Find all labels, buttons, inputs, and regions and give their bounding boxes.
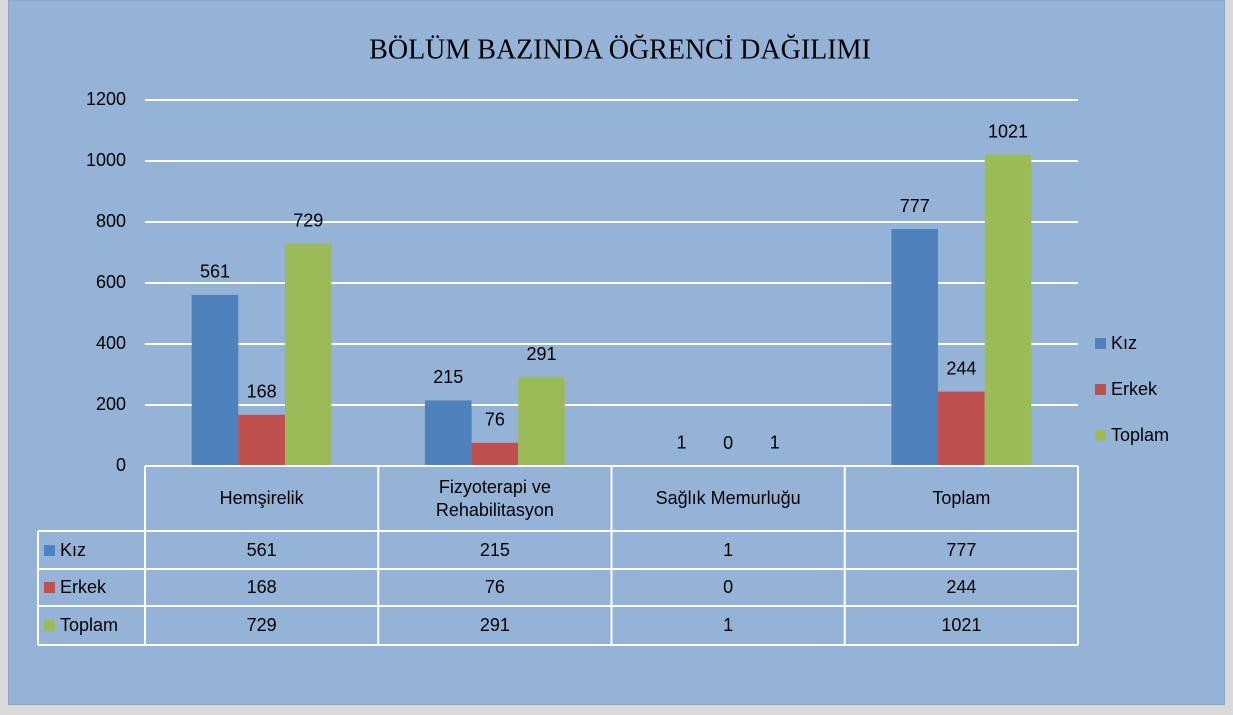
table-cell: 168 [246,577,277,598]
data-label: 1 [770,432,780,452]
bar [424,400,472,466]
legend-label: Kız [1111,333,1137,353]
table-row-head: Erkek [38,569,145,606]
table-row-head: Kız [38,531,145,569]
y-tick-label: 800 [96,211,126,231]
legend-swatch [1095,338,1106,349]
table-cell: 291 [479,615,510,636]
bar [984,154,1032,466]
table-cell: 1 [723,539,734,560]
table-cell: 215 [479,539,510,560]
series-name: Toplam [60,615,119,636]
table-row-head: Toplam [38,606,145,645]
legend-swatch [1095,384,1106,395]
bar [471,442,519,466]
table-header: Fizyoterapi ve Rehabilitasyon [435,477,554,520]
bar [518,377,565,466]
y-tick-label: 200 [96,394,126,414]
bar [238,414,285,466]
data-label: 561 [200,262,230,282]
data-label: 729 [293,210,323,230]
legend-label: Toplam [1111,425,1169,445]
data-label: 777 [900,196,930,216]
bar [891,229,939,466]
data-label: 1021 [988,121,1028,141]
data-label: 215 [433,367,463,387]
data-label: 0 [723,433,733,453]
table-header: Sağlık Memurluğu [655,488,801,509]
data-label: 76 [485,410,505,430]
y-tick-label: 0 [116,455,126,475]
legend-key [44,544,55,556]
data-label: 1 [676,432,686,452]
y-tick-label: 600 [96,272,126,292]
table-cell: 0 [723,577,734,598]
table-cell: 561 [246,539,277,560]
table-cell: 1 [723,615,734,636]
table-header: Toplam [932,488,991,509]
table-cell: 777 [946,539,977,560]
legend-swatch [1095,430,1106,441]
legend-label: Erkek [1111,379,1158,399]
data-label: 291 [527,344,557,364]
data-label: 168 [247,382,277,402]
y-tick-label: 400 [96,333,126,353]
table-cell: 244 [946,577,977,598]
bar [938,391,985,466]
table-cell: 76 [484,577,505,598]
chart-title: BÖLÜM BAZINDA ÖĞRENCİ DAĞILIMI [369,34,871,65]
series-name: Kız [60,539,87,560]
series-name: Erkek [60,577,107,598]
legend-key [44,620,55,631]
bar [284,243,332,466]
bar [191,294,239,466]
legend-key [44,582,55,593]
y-tick-label: 1000 [86,150,126,170]
table-cell: 1021 [941,615,982,636]
table-header: Hemşirelik [219,488,304,509]
y-tick-label: 1200 [86,89,126,109]
data-label: 244 [946,358,976,378]
table-cell: 729 [246,615,277,636]
